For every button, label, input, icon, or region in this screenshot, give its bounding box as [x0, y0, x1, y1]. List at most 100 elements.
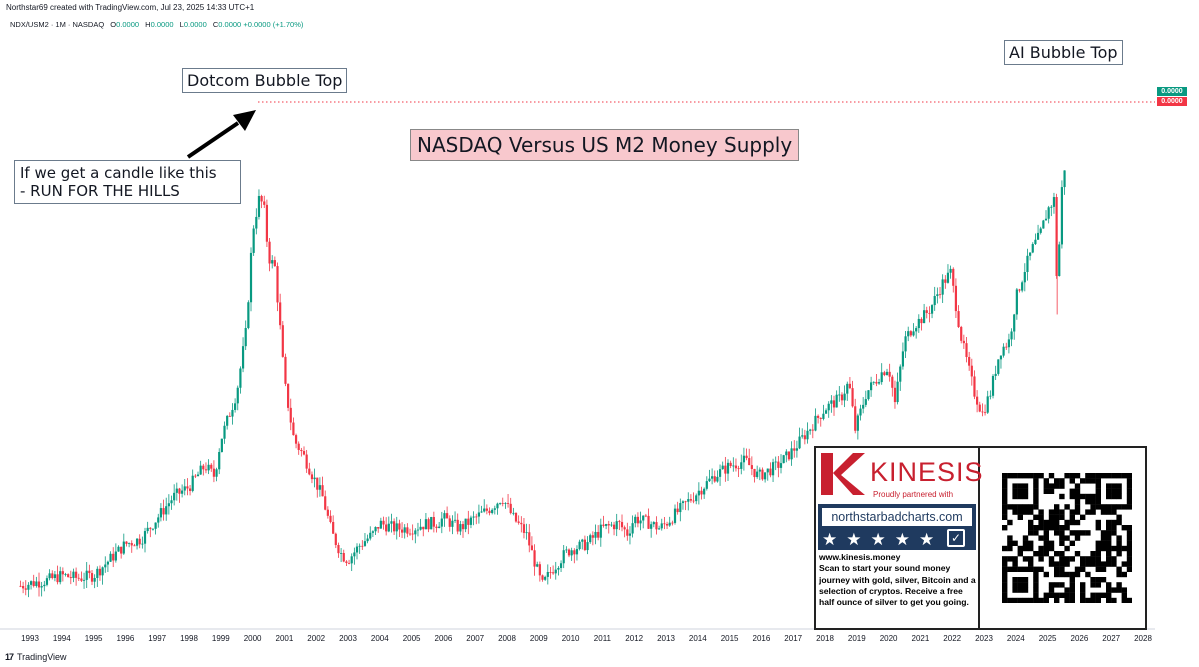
candle-body: [273, 260, 276, 267]
warning-note: If we get a candle like this - RUN FOR T…: [14, 160, 241, 204]
candle-body: [157, 517, 160, 523]
candle-body: [589, 535, 592, 543]
candle-body: [708, 478, 711, 482]
candle-body: [37, 581, 41, 588]
candle-body: [854, 406, 857, 431]
close-value: 0.0000: [218, 20, 242, 29]
candle-body: [1026, 255, 1029, 273]
candle-body: [856, 415, 859, 431]
candle-body: [244, 328, 247, 347]
x-tick-label: 2005: [403, 634, 421, 643]
candle-body: [424, 519, 428, 530]
high-value: 0.0000: [150, 20, 174, 29]
candle-body: [1036, 232, 1040, 240]
candle-body: [1005, 346, 1008, 348]
candle-body: [692, 500, 695, 502]
candle-body: [228, 415, 231, 417]
x-tick-label: 2000: [244, 634, 262, 643]
candle-body: [970, 365, 973, 377]
candle-body: [782, 455, 785, 464]
candle-body: [711, 476, 714, 479]
candle-body: [268, 241, 271, 264]
candle-body: [133, 545, 136, 547]
candle-body: [257, 195, 261, 217]
candle-body: [673, 508, 677, 523]
candle-body: [318, 485, 322, 490]
candle-body: [467, 518, 470, 525]
candle-body: [125, 541, 128, 544]
candle-body: [777, 461, 780, 468]
candle-body: [69, 577, 72, 579]
candle-body: [350, 556, 353, 564]
candle-body: [620, 522, 624, 528]
candle-body: [536, 564, 539, 567]
candle-body: [824, 410, 828, 414]
candle-body: [628, 533, 632, 536]
candle-body: [618, 521, 621, 523]
candle-body: [29, 581, 33, 585]
candle-body: [491, 509, 494, 514]
candle-body: [1052, 197, 1056, 207]
candle-body: [475, 516, 478, 518]
candle-body: [864, 399, 867, 405]
candle-body: [215, 469, 218, 477]
candle-body: [109, 553, 112, 562]
candle-body: [265, 204, 269, 242]
candle-body: [915, 328, 918, 332]
candle-body: [907, 331, 910, 337]
candle-body: [740, 462, 743, 469]
candle-body: [896, 381, 899, 403]
candle-body: [785, 451, 788, 456]
candle-body: [1013, 314, 1016, 332]
candle-body: [332, 521, 335, 534]
candle-body: [530, 545, 534, 551]
candle-body: [520, 522, 523, 525]
candle-body: [872, 381, 875, 383]
low-label: L: [179, 20, 184, 29]
candle-body: [284, 356, 287, 384]
candle-body: [575, 549, 579, 555]
candle-body: [870, 382, 873, 391]
candle-body: [684, 501, 687, 503]
candle-body: [594, 531, 597, 538]
candle-body: [48, 573, 51, 579]
chart-credit: Northstar69 created with TradingView.com…: [6, 3, 255, 12]
x-tick-label: 2015: [721, 634, 739, 643]
candle-body: [210, 464, 213, 469]
symbol-name: NDX/USM2 · 1M · NASDAQ: [10, 20, 105, 29]
candle-body: [928, 312, 931, 314]
candle-body: [440, 518, 443, 527]
candle-body: [93, 577, 96, 582]
candle-body: [742, 455, 746, 463]
candle-body: [718, 469, 722, 477]
candle-body: [822, 413, 825, 419]
candle-body: [909, 331, 912, 336]
candle-body: [249, 252, 253, 303]
candle-body: [395, 523, 398, 532]
candle-body: [369, 532, 372, 539]
candle-body: [832, 400, 836, 408]
ad-site[interactable]: www.kinesis.money: [819, 552, 901, 562]
qr-panel[interactable]: [980, 448, 1145, 628]
candle-body: [146, 527, 149, 532]
candle-body: [316, 477, 319, 490]
candle-body: [19, 585, 22, 587]
tradingview-logo[interactable]: 17 TradingView: [5, 652, 67, 662]
x-tick-label: 2004: [371, 634, 389, 643]
candle-body: [771, 462, 775, 476]
candle-body: [817, 415, 820, 418]
candle-body: [713, 476, 716, 482]
candle-body: [843, 393, 846, 401]
x-tick-label: 2013: [657, 634, 675, 643]
candle-body: [456, 519, 459, 532]
candle-body: [35, 581, 38, 586]
partner-url[interactable]: northstarbadcharts.com: [822, 508, 972, 526]
candle-body: [806, 430, 809, 440]
candle-body: [138, 538, 141, 545]
candle-body: [790, 448, 793, 460]
candle-body: [883, 372, 886, 376]
kinesis-ad-panel[interactable]: KINESIS Proudly partnered with northstar…: [814, 446, 1147, 630]
candle-body: [414, 530, 417, 535]
symbol-legend[interactable]: NDX/USM2 · 1M · NASDAQ O0.0000 H0.0000 L…: [10, 20, 303, 29]
